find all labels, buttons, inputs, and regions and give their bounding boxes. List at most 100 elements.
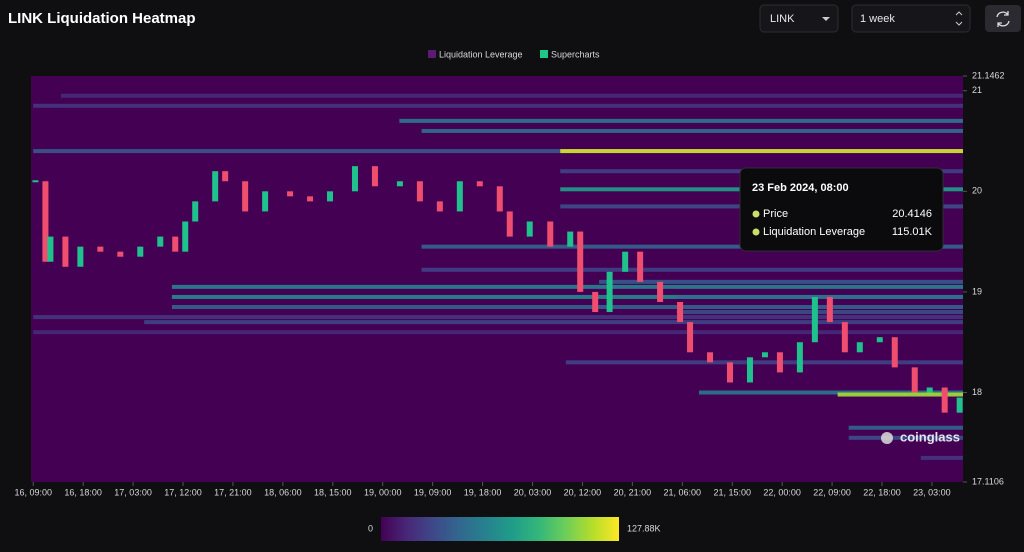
candle: [192, 201, 199, 222]
tooltip: [739, 167, 944, 252]
candle: [811, 296, 818, 343]
candle: [657, 281, 664, 302]
liquidation-band: [920, 455, 963, 460]
liquidation-band: [565, 360, 963, 365]
x-tick-label: 21, 06:00: [664, 487, 702, 497]
candle: [761, 352, 768, 358]
heatmap-background: [31, 76, 963, 482]
legend-swatch: [428, 50, 436, 58]
candle: [856, 342, 863, 353]
candle: [456, 181, 463, 212]
candle: [707, 352, 714, 363]
candle: [436, 201, 443, 212]
candle: [841, 322, 848, 353]
x-tick-label: 18, 06:00: [264, 487, 302, 497]
x-tick-label: 17, 21:00: [214, 487, 252, 497]
tooltip-value: 20.4146: [892, 208, 932, 220]
refresh-icon: [996, 11, 1010, 27]
refresh-button[interactable]: [985, 5, 1021, 32]
liquidation-band: [60, 93, 963, 98]
candle: [876, 337, 883, 343]
candle: [307, 196, 314, 202]
x-tick-label: 20, 21:00: [614, 487, 652, 497]
x-tick-label: 22, 18:00: [863, 487, 901, 497]
candle: [77, 246, 84, 267]
legend-label: Liquidation Leverage: [439, 49, 523, 59]
candle: [926, 387, 933, 393]
colorbar: [381, 517, 619, 541]
candle: [117, 251, 124, 257]
x-tick-label: 17, 03:00: [114, 487, 152, 497]
liquidation-band: [33, 103, 963, 108]
candle: [62, 236, 69, 267]
x-tick-label: 19, 18:00: [464, 487, 502, 497]
liquidation-band: [848, 435, 963, 440]
legend-label: Supercharts: [551, 49, 600, 59]
liquidation-band: [33, 315, 963, 320]
liquidation-band: [421, 244, 963, 249]
candle: [941, 387, 948, 413]
page-title: LINK Liquidation Heatmap: [8, 10, 196, 27]
candle: [351, 166, 358, 192]
symbol-value: LINK: [770, 13, 795, 25]
candle: [172, 236, 179, 252]
watermark: coinglass: [900, 429, 960, 444]
legend-swatch: [540, 50, 548, 58]
liquidation-band: [676, 310, 963, 315]
dropdown-arrow: [822, 17, 830, 21]
liquidation-band: [171, 284, 963, 289]
candle: [567, 231, 574, 247]
x-tick-label: 23, 03:00: [913, 487, 951, 497]
candle: [157, 236, 164, 247]
y-tick-label: 19: [972, 286, 982, 296]
candle: [287, 191, 294, 197]
candle: [476, 181, 483, 187]
candle: [137, 246, 144, 257]
candle: [526, 221, 533, 237]
liquidation-band: [560, 149, 963, 154]
liquidation-band: [171, 294, 963, 299]
candle: [97, 246, 104, 252]
candle: [262, 191, 269, 212]
liquidation-band: [698, 390, 963, 395]
x-tick-label: 21, 15:00: [713, 487, 751, 497]
liquidation-band: [599, 279, 963, 284]
x-tick-label: 17, 12:00: [164, 487, 202, 497]
candle: [577, 231, 584, 292]
period-value: 1 week: [860, 13, 895, 25]
stepper-arrows: [955, 11, 963, 26]
candle: [47, 236, 54, 262]
liquidation-band: [848, 425, 963, 430]
candle: [212, 171, 219, 202]
tooltip-date: 23 Feb 2024, 08:00: [752, 182, 849, 194]
liquidation-band: [421, 267, 963, 272]
candle: [496, 186, 503, 212]
candle: [637, 251, 644, 282]
watermark-logo: [881, 432, 893, 444]
y-tick-label: 17.1106: [972, 476, 1004, 486]
y-tick-label: 21: [972, 85, 982, 95]
x-tick-label: 22, 00:00: [763, 487, 801, 497]
liquidation-band: [399, 118, 963, 123]
symbol-select[interactable]: [759, 4, 839, 33]
liquidation-band: [144, 320, 963, 325]
tooltip-dot: [752, 210, 760, 218]
period-select[interactable]: [851, 4, 971, 33]
x-tick-label: 18, 15:00: [314, 487, 352, 497]
x-tick-label: 20, 03:00: [514, 487, 552, 497]
candle: [416, 181, 423, 202]
candle: [891, 337, 898, 368]
x-tick-label: 16, 18:00: [64, 487, 102, 497]
candle: [182, 221, 189, 252]
candle: [396, 181, 403, 187]
y-tick-label: 20: [972, 186, 982, 196]
candle: [506, 211, 513, 237]
y-tick-label: 21.1462: [972, 70, 1005, 80]
candle: [746, 357, 753, 383]
liquidation-band: [171, 305, 963, 310]
candle: [371, 166, 378, 187]
candle: [776, 352, 783, 373]
candle: [687, 322, 694, 353]
tooltip-label: Liquidation Leverage: [763, 226, 865, 238]
candle: [327, 191, 334, 202]
